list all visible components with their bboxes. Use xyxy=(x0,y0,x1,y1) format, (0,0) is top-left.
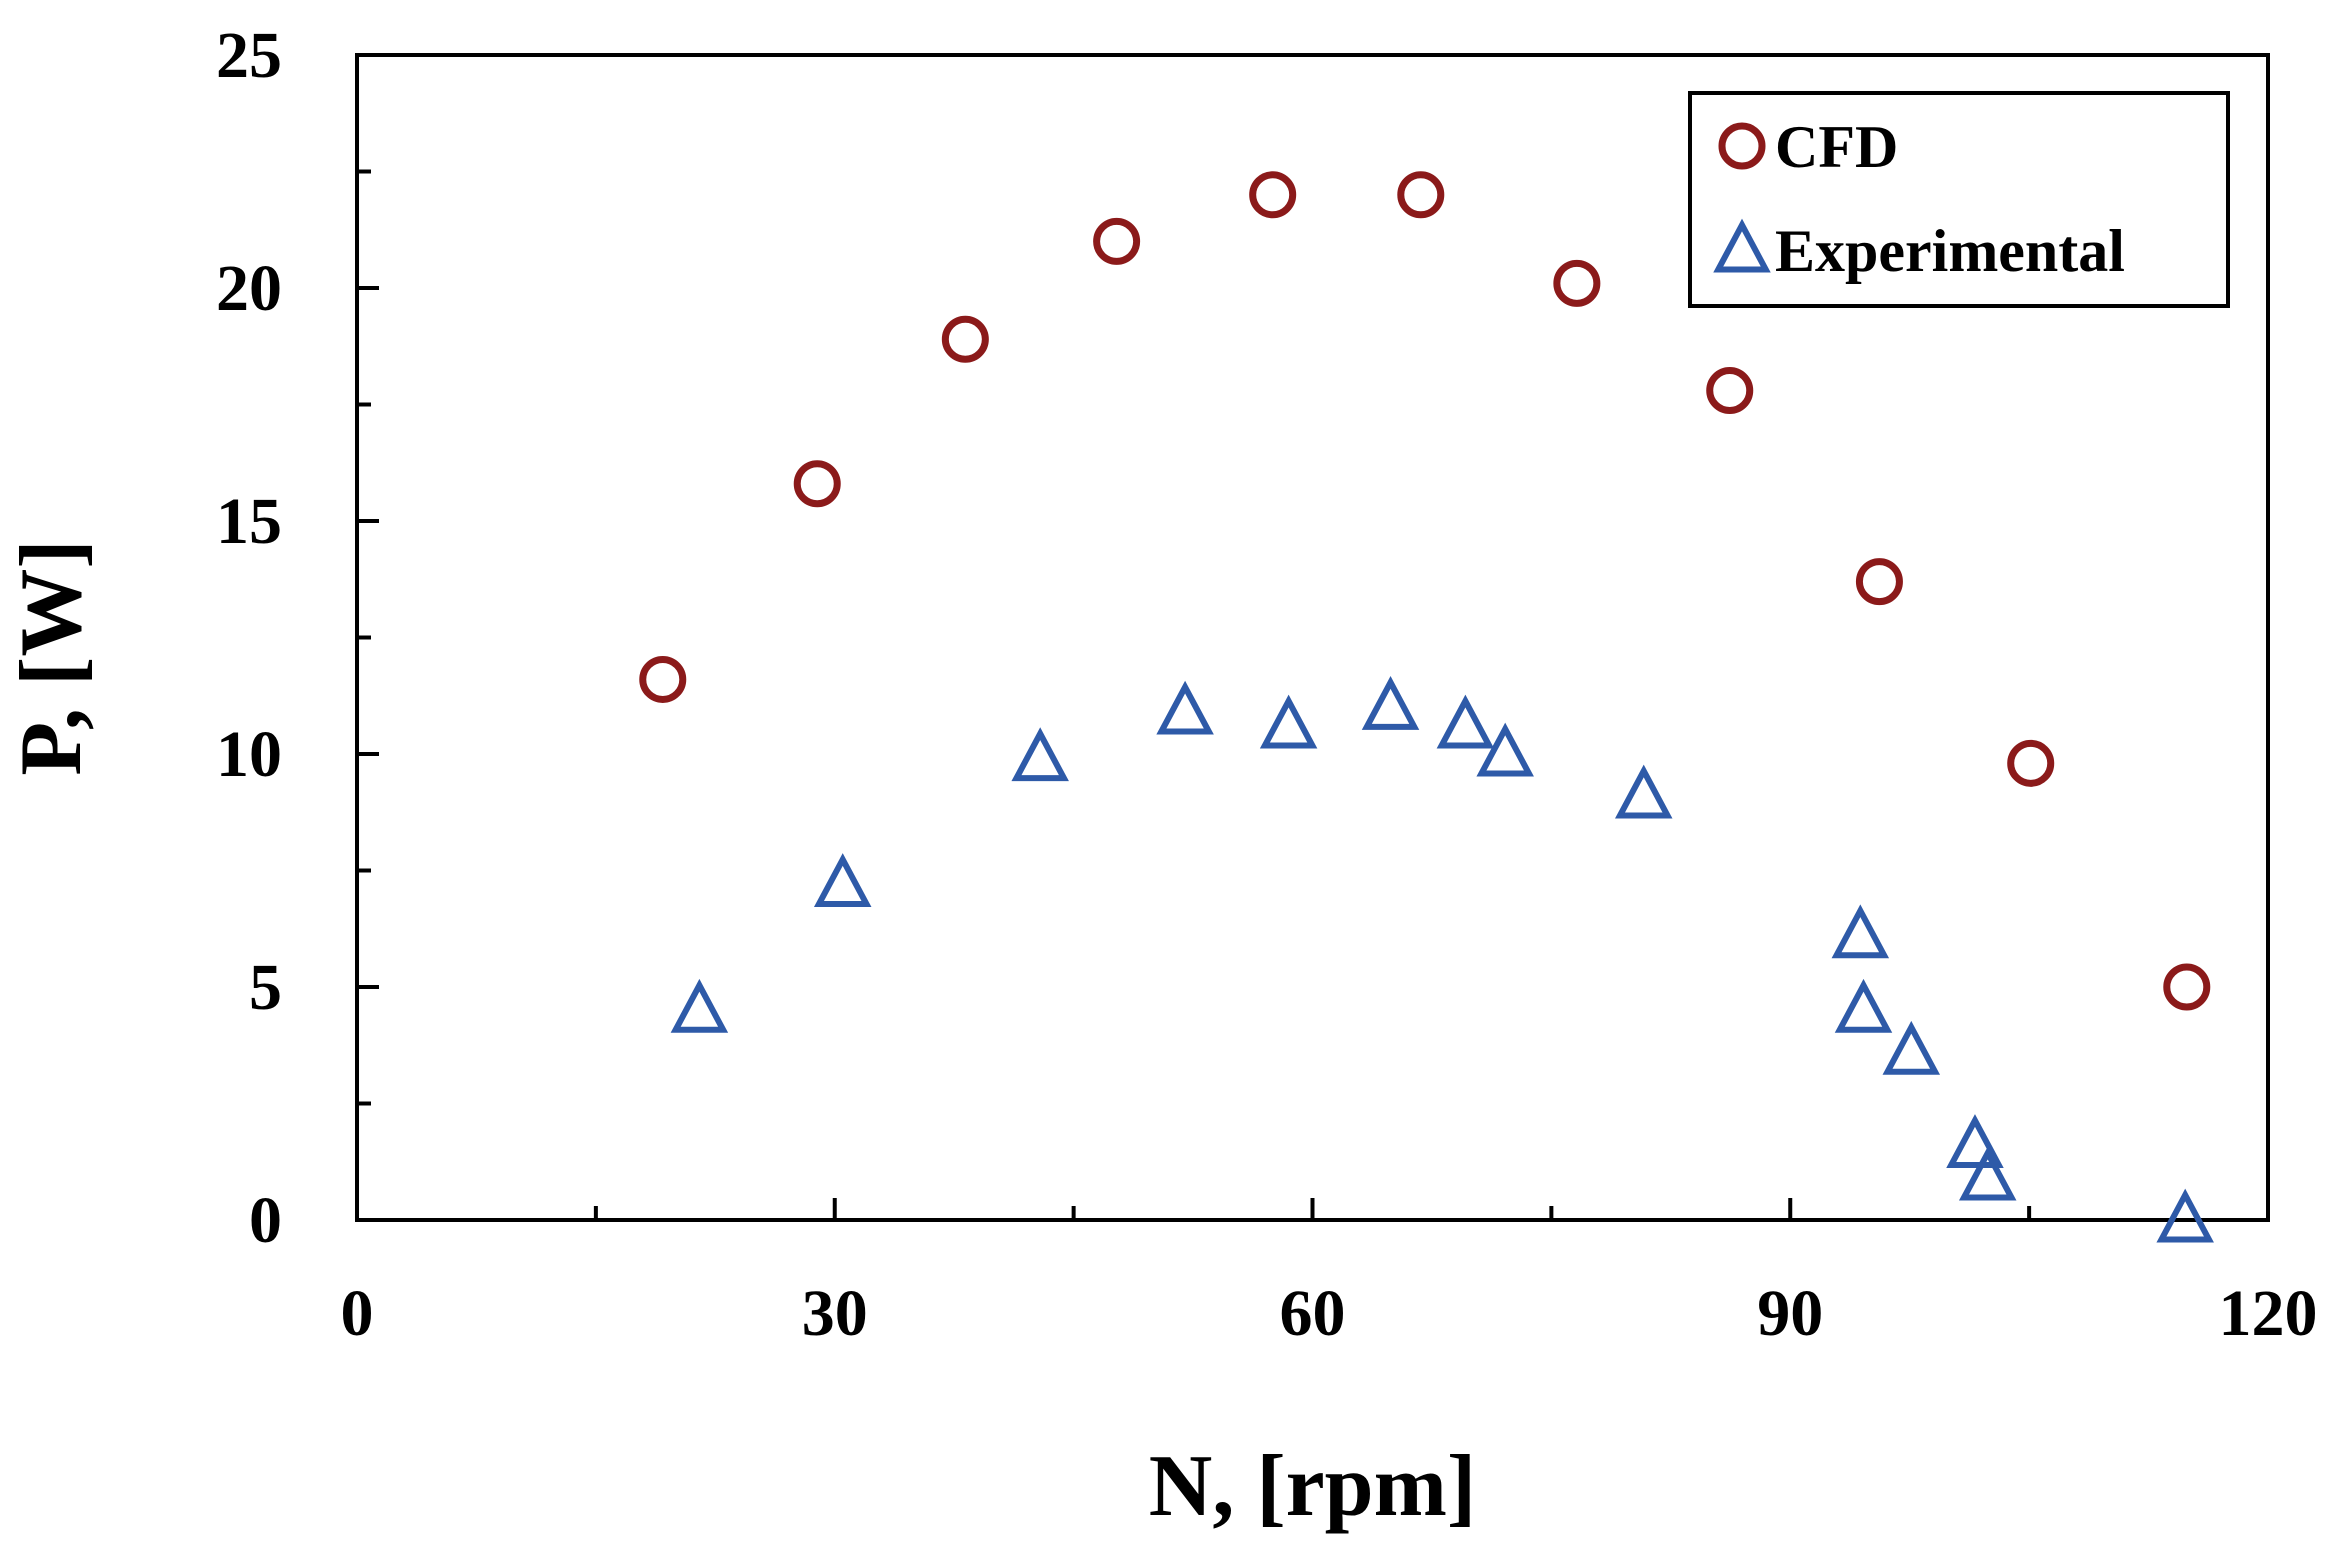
cfd-point xyxy=(1553,259,1601,307)
cfd-point xyxy=(1706,367,1754,415)
experimental-point xyxy=(1011,727,1069,782)
x-tick-label: 60 xyxy=(1280,1277,1346,1350)
x-tick-label: 0 xyxy=(341,1277,374,1350)
experimental-point xyxy=(1361,676,1420,730)
y-tick-label: 25 xyxy=(216,19,282,92)
y-tick-label: 20 xyxy=(216,252,282,325)
axes-layer: 0 30 60 90 120 0 5 10 15 20 25 xyxy=(216,19,2318,1350)
cfd-point xyxy=(1093,217,1141,265)
cfd-point xyxy=(2163,963,2211,1011)
experimental-point xyxy=(1946,1114,2004,1168)
experimental-point xyxy=(1156,680,1214,735)
y-tick-label: 5 xyxy=(249,951,282,1024)
experimental-point xyxy=(1831,904,1890,959)
cfd-point xyxy=(1855,558,1903,606)
cfd-point xyxy=(793,460,841,508)
x-axis-title: N, [rpm] xyxy=(1149,1438,1476,1535)
legend-marker-cfd xyxy=(1718,122,1766,170)
x-tick-label: 90 xyxy=(1757,1277,1823,1350)
data-layer xyxy=(639,171,2214,1243)
legend: CFD Experimental xyxy=(1688,91,2230,308)
series-experimental xyxy=(670,676,2214,1243)
cfd-point xyxy=(2007,739,2055,787)
x-tick-label: 120 xyxy=(2219,1277,2318,1350)
legend-label-cfd: CFD xyxy=(1775,114,1898,180)
experimental-point xyxy=(1834,978,1893,1033)
experimental-point xyxy=(1436,694,1495,749)
cfd-point xyxy=(1249,171,1297,219)
experimental-point xyxy=(1882,1020,1941,1075)
experimental-point xyxy=(1958,1146,2017,1201)
y-tick-label: 0 xyxy=(249,1184,282,1257)
series-cfd xyxy=(639,171,2211,1011)
y-tick-label: 15 xyxy=(216,485,282,558)
cfd-point xyxy=(1397,171,1445,219)
legend-label-experimental: Experimental xyxy=(1775,218,2125,284)
legend-marker-experimental xyxy=(1713,218,1771,273)
experimental-point xyxy=(1614,764,1673,819)
experimental-point xyxy=(813,853,872,907)
legend-box xyxy=(1688,91,2230,308)
y-axis-title: P, [W] xyxy=(3,539,100,775)
y-tick-label: 10 xyxy=(216,718,282,791)
experimental-point xyxy=(670,978,729,1033)
cfd-point xyxy=(941,315,989,363)
cfd-point xyxy=(639,655,687,703)
experimental-point xyxy=(1259,694,1318,749)
experimental-point xyxy=(2156,1188,2214,1243)
experimental-point xyxy=(1476,722,1534,777)
x-tick-label: 30 xyxy=(802,1277,868,1350)
